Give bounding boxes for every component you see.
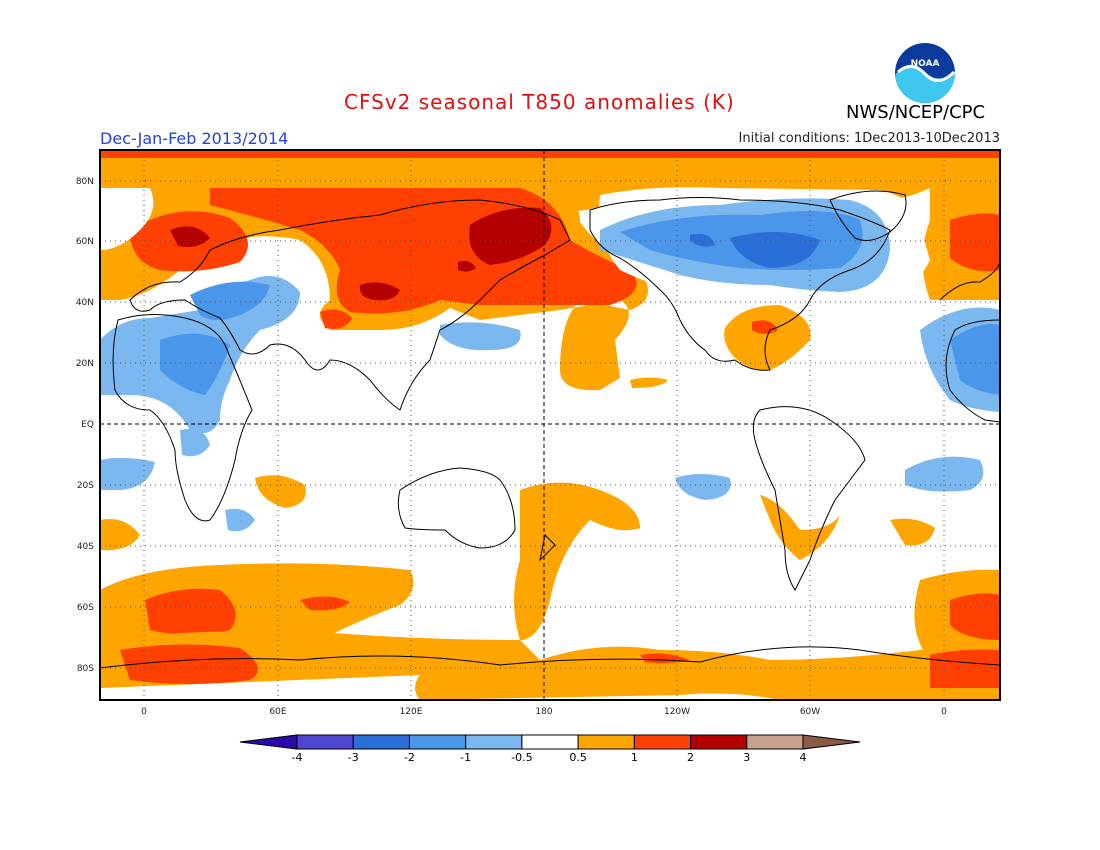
graticule <box>100 150 1000 700</box>
colorbar-swatch <box>577 734 635 750</box>
lat-label: 60S <box>77 603 94 613</box>
lat-label: 40N <box>76 298 94 308</box>
colorbar-tick-label: -4 <box>292 751 303 764</box>
colorbar-swatch <box>465 734 523 750</box>
colorbar-tick-label: -3 <box>348 751 359 764</box>
colorbar-tick-label: 0.5 <box>569 751 587 764</box>
lat-label: 60N <box>76 237 94 247</box>
lat-label: 20S <box>77 481 94 491</box>
colorbar-swatch <box>352 734 410 750</box>
colorbar-tick-label: 1 <box>631 751 638 764</box>
colorbar-tick-label: -0.5 <box>511 751 532 764</box>
colorbar-tick-label: 2 <box>687 751 694 764</box>
colorbar-low-arrow <box>239 734 298 750</box>
latitude-labels: 80N 60N 40N 20N EQ 20S 40S 60S 80S <box>76 177 94 674</box>
lon-label: 60W <box>800 707 820 717</box>
anomaly-fills <box>100 150 1000 700</box>
lon-label: 180 <box>535 707 552 717</box>
lon-label: 0 <box>141 707 147 717</box>
colorbar-tick-label: -2 <box>404 751 415 764</box>
coastlines <box>100 190 1000 669</box>
lon-label: 0 <box>941 707 947 717</box>
colorbar-swatch <box>746 734 804 750</box>
lon-label: 120W <box>664 707 690 717</box>
colorbar-tick-label: 3 <box>743 751 750 764</box>
lon-label: 120E <box>400 707 423 717</box>
colorbar <box>239 734 861 750</box>
agency-label: NWS/NCEP/CPC <box>846 102 986 123</box>
map-frame <box>99 149 1001 701</box>
lat-label: EQ <box>81 420 94 430</box>
colorbar-labels: -4 -3 -2 -1 -0.5 0.5 1 2 3 4 <box>292 751 807 764</box>
colorbar-tick-label: 4 <box>800 751 807 764</box>
equator-dateline <box>100 150 1000 700</box>
colorbar-swatch <box>521 734 579 750</box>
colorbar-swatch <box>408 734 467 750</box>
colorbar-swatch <box>296 734 354 750</box>
chart-title: CFSv2 seasonal T850 anomalies (K) <box>344 90 735 114</box>
noaa-logo: NOAA <box>895 43 955 103</box>
lat-label: 40S <box>77 542 94 552</box>
lon-label: 60E <box>269 707 286 717</box>
initial-conditions-label: Initial conditions: 1Dec2013-10Dec2013 <box>738 131 1000 146</box>
lat-label: 20N <box>76 359 94 369</box>
colorbar-high-arrow <box>802 734 861 750</box>
colorbar-swatch <box>690 734 748 750</box>
season-label: Dec-Jan-Feb 2013/2014 <box>100 129 289 148</box>
lat-label: 80N <box>76 177 94 187</box>
lat-label: 80S <box>77 664 94 674</box>
longitude-labels: 0 60E 120E 180 120W 60W 0 <box>141 707 947 717</box>
colorbar-tick-label: -1 <box>460 751 471 764</box>
colorbar-swatch <box>633 734 692 750</box>
noaa-logo-text: NOAA <box>911 59 940 69</box>
